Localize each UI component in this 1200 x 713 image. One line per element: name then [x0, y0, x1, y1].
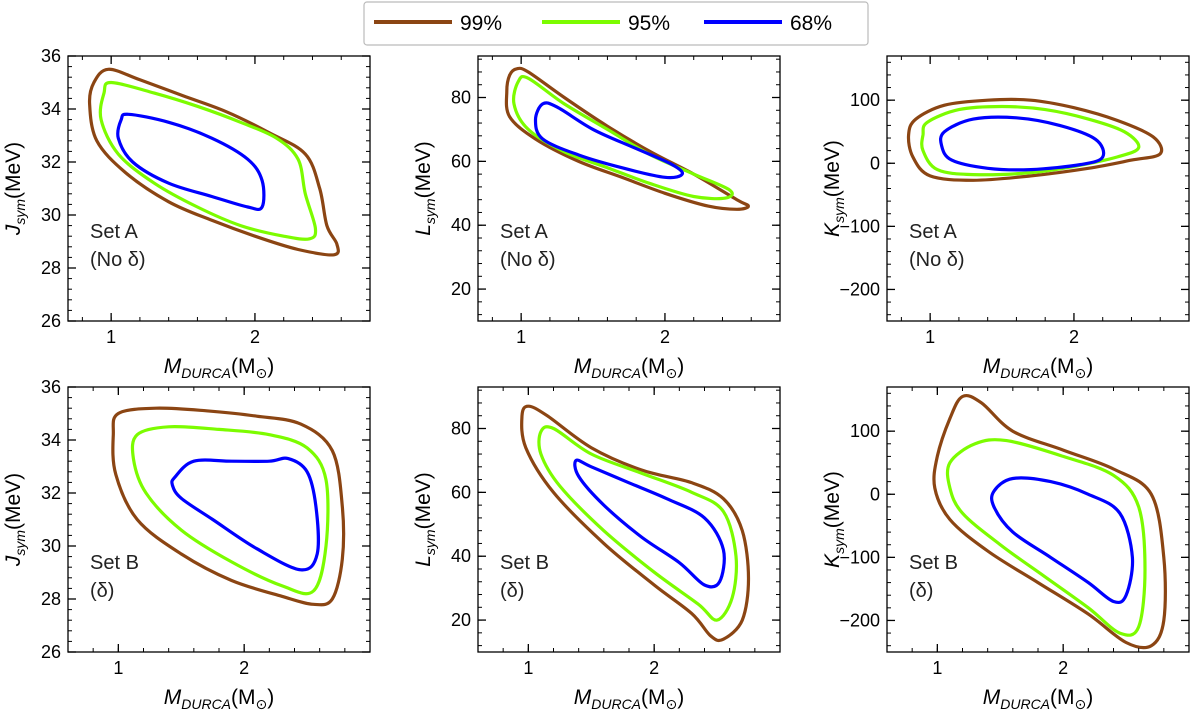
contour-95-B-L	[537, 425, 739, 622]
contour-68-A-L	[533, 101, 684, 180]
annotation-set-A-K: Set A	[909, 221, 957, 243]
y-tick-label-B-K: −200	[839, 610, 880, 630]
y-axis-label-B-K: Ksym(MeV)	[821, 471, 847, 568]
contour-99-B-L	[520, 404, 751, 643]
legend-label-95: 95%	[628, 12, 670, 35]
y-tick-label-A-J: 34	[41, 99, 61, 119]
contour-95-A-L	[511, 74, 734, 201]
x-axis-label-B-L: MDURCA(M⊙)	[574, 686, 685, 712]
x-axis-label-A-J: MDURCA(M⊙)	[164, 355, 275, 381]
x-tick-label-B-L: 1	[523, 658, 533, 678]
panel-B-K: 1 2 −200 −100 0 100 MDURCA(M⊙) Ksym(MeV) Set B (δ…	[821, 386, 1190, 712]
annotation-delta-B-K: (δ)	[909, 580, 933, 602]
y-tick-label-A-L: 60	[451, 151, 471, 171]
x-axis-label-A-K: MDURCA(M⊙)	[983, 355, 1094, 381]
contour-95-B-K	[945, 438, 1147, 637]
contour-99-A-K	[906, 97, 1164, 182]
contour-99-B-J	[111, 406, 346, 607]
y-tick-label-A-K: 100	[850, 90, 880, 110]
annotation-set-B-K: Set B	[909, 552, 958, 574]
x-axis-label-A-L: MDURCA(M⊙)	[574, 355, 685, 381]
y-axis-label-A-J: Jsym(MeV)	[2, 142, 28, 236]
legend-label-99: 99%	[460, 12, 502, 35]
y-tick-label-B-L: 20	[451, 610, 471, 630]
annotation-set-B-L: Set B	[500, 552, 549, 574]
annotation-delta-A-J: (No δ)	[90, 249, 146, 271]
contour-99-A-L	[504, 66, 750, 211]
panel-A-J: 1 2 26 28 30 32 34 36 MDURCA(M⊙) Jsym(MeV) Set A (N…	[2, 46, 371, 381]
x-tick-label-A-L: 1	[516, 327, 526, 347]
annotation-set-A-L: Set A	[500, 221, 548, 243]
y-axis-label-B-J: Jsym(MeV)	[2, 473, 28, 567]
contour-68-B-J	[170, 456, 320, 572]
contour-95-A-J	[98, 80, 318, 241]
contour-68-B-K	[990, 476, 1135, 605]
y-tick-label-B-J: 34	[41, 430, 61, 450]
annotation-delta-B-L: (δ)	[500, 580, 524, 602]
y-tick-label-B-L: 40	[451, 546, 471, 566]
y-tick-label-A-K: −200	[839, 279, 880, 299]
axes-frame-A-J	[67, 55, 371, 322]
annotation-set-A-J: Set A	[90, 221, 138, 243]
contour-99-A-J	[87, 67, 340, 257]
x-tick-label-A-J: 2	[250, 327, 260, 347]
x-tick-label-A-K: 1	[925, 327, 935, 347]
y-tick-label-B-L: 80	[451, 419, 471, 439]
y-tick-label-B-L: 60	[451, 482, 471, 502]
contour-68-A-K	[939, 115, 1106, 172]
x-tick-label-B-K: 2	[1058, 658, 1068, 678]
x-axis-label-B-J: MDURCA(M⊙)	[164, 686, 275, 712]
y-axis-label-A-K: Ksym(MeV)	[821, 140, 847, 237]
x-tick-label-B-L: 2	[649, 658, 659, 678]
y-tick-label-B-K: 0	[870, 484, 880, 504]
x-tick-label-A-L: 2	[660, 327, 670, 347]
y-tick-label-A-J: 26	[41, 311, 61, 331]
y-tick-label-A-K: −100	[839, 216, 880, 236]
y-tick-label-B-J: 30	[41, 536, 61, 556]
y-axis-label-A-L: Lsym(MeV)	[412, 141, 438, 236]
y-tick-label-A-L: 80	[451, 88, 471, 108]
panel-A-L: 1 2 20 40 60 80 MDURCA(M⊙) Lsym(MeV) Set A (No δ)	[412, 55, 781, 381]
y-tick-label-A-J: 28	[41, 258, 61, 278]
contour-68-A-J	[116, 112, 266, 212]
annotation-set-B-J: Set B	[90, 552, 139, 574]
axes-frame-A-L	[477, 55, 781, 322]
legend-label-68: 68%	[790, 12, 832, 35]
y-tick-label-A-J: 32	[41, 152, 61, 172]
y-tick-label-B-J: 26	[41, 642, 61, 662]
panel-B-J: 1 2 26 28 30 32 34 36 MDURCA(M⊙) Jsym(MeV) Set B (δ…	[2, 377, 371, 712]
y-tick-label-B-J: 36	[41, 377, 61, 397]
x-axis-label-B-K: MDURCA(M⊙)	[983, 686, 1094, 712]
x-tick-label-B-J: 1	[113, 658, 123, 678]
y-tick-label-B-K: 100	[850, 421, 880, 441]
contour-95-A-K	[920, 104, 1141, 177]
panel-A-K: 1 2 −200 −100 0 100 MDURCA(M⊙) Ksym(MeV) Set A (N…	[821, 55, 1190, 381]
y-tick-label-A-K: 0	[870, 153, 880, 173]
contour-95-B-J	[130, 425, 330, 596]
x-tick-label-A-J: 1	[106, 327, 116, 347]
x-tick-label-B-J: 2	[239, 658, 249, 678]
y-tick-label-A-L: 40	[451, 215, 471, 235]
axes-frame-A-K	[886, 55, 1190, 322]
y-tick-label-B-J: 28	[41, 589, 61, 609]
x-tick-label-A-K: 2	[1069, 327, 1079, 347]
x-tick-label-B-K: 1	[932, 658, 942, 678]
annotation-delta-B-J: (δ)	[90, 580, 114, 602]
legend: 99% 95% 68%	[363, 1, 869, 46]
contour-68-B-L	[573, 458, 726, 589]
annotation-delta-A-L: (No δ)	[500, 249, 556, 271]
y-tick-label-A-J: 36	[41, 46, 61, 66]
y-axis-label-B-L: Lsym(MeV)	[412, 472, 438, 567]
y-tick-label-B-J: 32	[41, 483, 61, 503]
panel-B-L: 1 2 20 40 60 80 MDURCA(M⊙) Lsym(MeV) Set B (δ)	[412, 386, 781, 712]
y-tick-label-A-L: 20	[451, 279, 471, 299]
y-tick-label-A-J: 30	[41, 205, 61, 225]
annotation-delta-A-K: (No δ)	[909, 249, 965, 271]
contour-99-B-K	[932, 393, 1167, 650]
y-tick-label-B-K: −100	[839, 547, 880, 567]
